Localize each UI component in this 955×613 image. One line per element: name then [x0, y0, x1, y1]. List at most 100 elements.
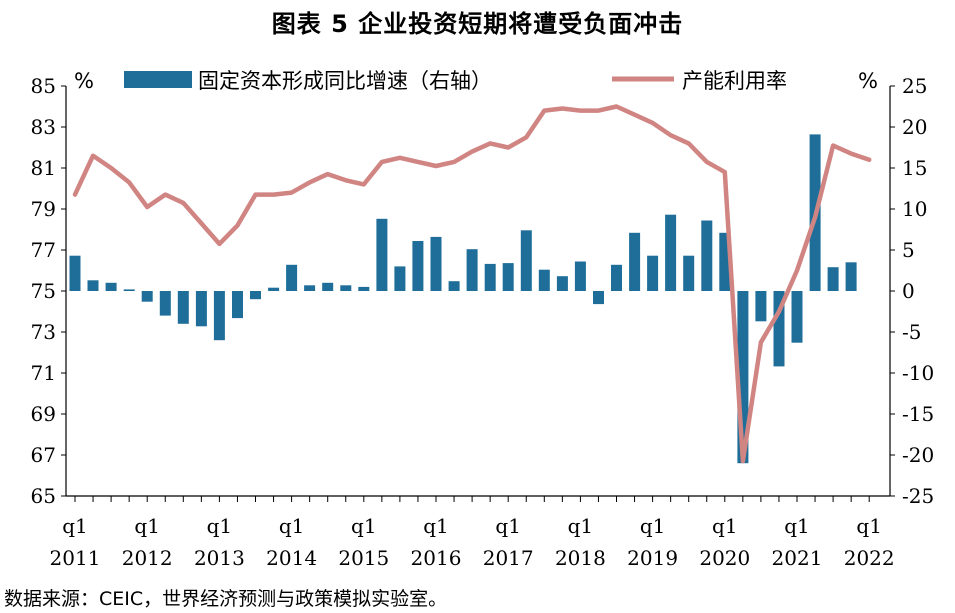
right-unit: %: [858, 69, 878, 93]
right-tick-label-6: -5: [902, 320, 921, 344]
bar-9: [232, 291, 243, 319]
legend: 固定资本形成同比增速（右轴） 产能利用率: [124, 69, 787, 93]
x-tick-year-1: 2012: [122, 546, 173, 570]
bar-17: [376, 218, 388, 291]
x-tick-year-11: 2022: [844, 546, 895, 570]
x-tick-q-4: q1: [351, 514, 377, 538]
x-tick-q-9: q1: [712, 514, 738, 538]
left-tick-label-0: 85: [31, 74, 56, 98]
line-layer: [72, 104, 872, 464]
bar-31: [629, 232, 641, 291]
bar-16: [358, 286, 370, 291]
left-tick-label-7: 71: [31, 361, 56, 385]
bar-14: [322, 282, 334, 291]
bar-15: [340, 285, 352, 291]
bar-32: [647, 255, 659, 291]
x-tick-year-5: 2016: [411, 546, 462, 570]
x-tick-q-8: q1: [640, 514, 666, 538]
bar-11: [268, 287, 280, 291]
bar-4: [141, 291, 153, 302]
x-tick-year-7: 2018: [555, 546, 606, 570]
bar-27: [556, 276, 568, 291]
right-tick-label-4: 5: [902, 238, 915, 262]
x-tick-year-4: 2015: [338, 546, 389, 570]
bar-13: [304, 285, 316, 291]
bar-20: [430, 236, 442, 291]
bar-33: [665, 214, 677, 291]
left-tick-label-9: 67: [31, 443, 56, 467]
line-capacity-utilization: [72, 104, 872, 464]
x-tick-q-3: q1: [279, 514, 305, 538]
bar-34: [683, 255, 695, 291]
x-tick-q-10: q1: [784, 514, 810, 538]
bars-layer: [69, 134, 857, 464]
bar-5: [159, 291, 171, 316]
legend-label-bar: 固定资本形成同比增速（右轴）: [198, 69, 492, 93]
right-tick-label-5: 0: [902, 279, 915, 303]
source-note: 数据来源：CEIC，世界经济预测与政策模拟实验室。: [4, 588, 448, 610]
bar-12: [286, 264, 298, 291]
left-tick-label-5: 75: [31, 279, 56, 303]
right-tick-label-2: 15: [902, 156, 927, 180]
bar-43: [845, 262, 857, 291]
x-tick-q-5: q1: [423, 514, 449, 538]
x-tick-year-9: 2020: [699, 546, 750, 570]
bar-18: [394, 266, 406, 291]
bar-29: [593, 291, 604, 305]
right-tick-label-1: 20: [902, 115, 927, 139]
x-tick-q-6: q1: [495, 514, 521, 538]
x-tick-year-3: 2014: [266, 546, 317, 570]
right-tick-label-10: -25: [902, 484, 934, 508]
x-tick-q-0: q1: [62, 514, 88, 538]
bar-10: [250, 291, 261, 300]
right-tick-label-7: -10: [902, 361, 934, 385]
legend-swatch-bar: [124, 71, 192, 88]
x-tick-q-7: q1: [568, 514, 594, 538]
bar-38: [755, 291, 767, 322]
x-tick-q-2: q1: [207, 514, 233, 538]
x-tick-year-8: 2019: [627, 546, 678, 570]
x-tick-year-0: 2011: [50, 546, 101, 570]
left-unit: %: [74, 69, 94, 93]
bar-3: [123, 289, 135, 291]
x-tick-q-11: q1: [856, 514, 882, 538]
bar-28: [574, 261, 586, 291]
right-tick-label-9: -20: [902, 443, 934, 467]
bar-2: [105, 282, 117, 291]
bar-21: [448, 281, 460, 291]
legend-label-line: 产能利用率: [682, 69, 787, 93]
bar-23: [484, 263, 496, 291]
left-tick-label-8: 69: [31, 402, 56, 426]
bar-26: [538, 269, 550, 291]
bar-30: [611, 264, 622, 291]
left-tick-label-10: 65: [31, 484, 56, 508]
axes-layer: 85838179777573716967652520151050-5-10-15…: [31, 74, 935, 570]
bar-36: [719, 232, 731, 291]
left-tick-label-4: 77: [31, 238, 56, 262]
right-tick-label-8: -15: [902, 402, 934, 426]
right-tick-label-3: 10: [902, 197, 927, 221]
bar-24: [502, 263, 514, 291]
x-tick-q-1: q1: [134, 514, 160, 538]
x-tick-year-10: 2021: [772, 546, 823, 570]
bar-37: [737, 291, 749, 464]
left-tick-label-6: 73: [31, 320, 56, 344]
bar-7: [195, 291, 207, 327]
bar-8: [213, 291, 225, 341]
bar-40: [791, 291, 803, 343]
bar-1: [87, 280, 99, 291]
bar-35: [701, 220, 713, 291]
bar-19: [412, 241, 424, 291]
x-tick-year-2: 2013: [194, 546, 245, 570]
right-tick-label-0: 25: [902, 74, 927, 98]
left-tick-label-2: 81: [31, 156, 56, 180]
left-tick-label-3: 79: [31, 197, 56, 221]
bar-22: [466, 249, 478, 291]
chart-title: 图表 5 企业投资短期将遭受负面冲击: [271, 10, 684, 38]
x-tick-year-6: 2017: [483, 546, 534, 570]
bar-39: [773, 291, 785, 367]
left-tick-label-1: 83: [31, 115, 56, 139]
bar-42: [827, 267, 839, 291]
bar-0: [69, 255, 81, 291]
